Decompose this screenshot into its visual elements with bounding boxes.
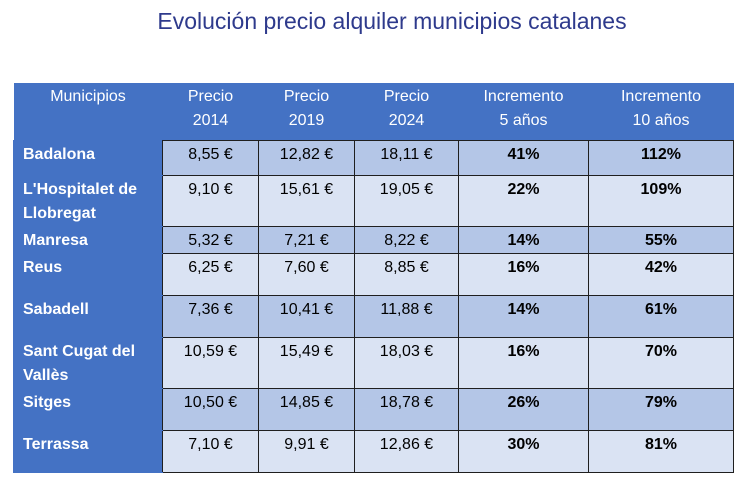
cell-incremento-10: 109% bbox=[588, 175, 734, 227]
cell-incremento-5: 16% bbox=[458, 253, 589, 296]
table-row: Reus 6,25 € 7,60 € 8,85 € 16% 42% bbox=[13, 253, 734, 296]
cell-precio-2019: 15,49 € bbox=[258, 337, 355, 389]
table-header-row: Municipios Precio 2014 Precio 2019 Preci… bbox=[13, 83, 734, 141]
cell-precio-2024: 8,85 € bbox=[354, 253, 459, 296]
header-incremento-5: Incremento 5 años bbox=[458, 83, 589, 141]
table-row: Sitges 10,50 € 14,85 € 18,78 € 26% 79% bbox=[13, 388, 734, 431]
cell-municipio: L'Hospitalet de Llobregat bbox=[13, 175, 163, 227]
header-incremento-10: Incremento 10 años bbox=[588, 83, 734, 141]
cell-incremento-5: 14% bbox=[458, 295, 589, 338]
cell-precio-2019: 15,61 € bbox=[258, 175, 355, 227]
rent-price-table: Municipios Precio 2014 Precio 2019 Preci… bbox=[13, 83, 734, 473]
header-precio-2019: Precio 2019 bbox=[258, 83, 355, 141]
cell-municipio: Badalona bbox=[13, 140, 163, 176]
cell-precio-2014: 7,10 € bbox=[162, 430, 259, 473]
cell-precio-2019: 14,85 € bbox=[258, 388, 355, 431]
cell-precio-2024: 18,03 € bbox=[354, 337, 459, 389]
cell-precio-2024: 19,05 € bbox=[354, 175, 459, 227]
header-municipios: Municipios bbox=[13, 83, 163, 141]
cell-incremento-10: 70% bbox=[588, 337, 734, 389]
cell-incremento-10: 112% bbox=[588, 140, 734, 176]
table-row: L'Hospitalet de Llobregat 9,10 € 15,61 €… bbox=[13, 175, 734, 227]
cell-precio-2014: 8,55 € bbox=[162, 140, 259, 176]
cell-precio-2014: 9,10 € bbox=[162, 175, 259, 227]
cell-precio-2019: 12,82 € bbox=[258, 140, 355, 176]
cell-precio-2019: 9,91 € bbox=[258, 430, 355, 473]
cell-precio-2024: 8,22 € bbox=[354, 226, 459, 254]
cell-precio-2014: 10,59 € bbox=[162, 337, 259, 389]
header-precio-2024: Precio 2024 bbox=[354, 83, 459, 141]
cell-precio-2014: 7,36 € bbox=[162, 295, 259, 338]
cell-precio-2014: 10,50 € bbox=[162, 388, 259, 431]
cell-precio-2024: 12,86 € bbox=[354, 430, 459, 473]
table-row: Terrassa 7,10 € 9,91 € 12,86 € 30% 81% bbox=[13, 430, 734, 473]
header-precio-2014: Precio 2014 bbox=[162, 83, 259, 141]
table-row: Badalona 8,55 € 12,82 € 18,11 € 41% 112% bbox=[13, 140, 734, 176]
cell-precio-2014: 5,32 € bbox=[162, 226, 259, 254]
cell-incremento-5: 26% bbox=[458, 388, 589, 431]
cell-incremento-10: 81% bbox=[588, 430, 734, 473]
cell-incremento-10: 61% bbox=[588, 295, 734, 338]
cell-municipio: Sabadell bbox=[13, 295, 163, 338]
cell-municipio: Terrassa bbox=[13, 430, 163, 473]
table-row: Sant Cugat del Vallès 10,59 € 15,49 € 18… bbox=[13, 337, 734, 389]
cell-incremento-5: 41% bbox=[458, 140, 589, 176]
cell-incremento-5: 22% bbox=[458, 175, 589, 227]
cell-incremento-10: 79% bbox=[588, 388, 734, 431]
cell-municipio: Manresa bbox=[13, 226, 163, 254]
cell-incremento-5: 16% bbox=[458, 337, 589, 389]
cell-incremento-10: 42% bbox=[588, 253, 734, 296]
cell-precio-2024: 11,88 € bbox=[354, 295, 459, 338]
cell-incremento-5: 30% bbox=[458, 430, 589, 473]
cell-precio-2019: 7,60 € bbox=[258, 253, 355, 296]
cell-municipio: Reus bbox=[13, 253, 163, 296]
cell-incremento-5: 14% bbox=[458, 226, 589, 254]
cell-municipio: Sant Cugat del Vallès bbox=[13, 337, 163, 389]
page-title: Evolución precio alquiler municipios cat… bbox=[157, 8, 627, 34]
cell-precio-2024: 18,78 € bbox=[354, 388, 459, 431]
cell-precio-2019: 7,21 € bbox=[258, 226, 355, 254]
table-row: Sabadell 7,36 € 10,41 € 11,88 € 14% 61% bbox=[13, 295, 734, 338]
cell-precio-2019: 10,41 € bbox=[258, 295, 355, 338]
cell-municipio: Sitges bbox=[13, 388, 163, 431]
cell-incremento-10: 55% bbox=[588, 226, 734, 254]
table-row: Manresa 5,32 € 7,21 € 8,22 € 14% 55% bbox=[13, 226, 734, 254]
cell-precio-2024: 18,11 € bbox=[354, 140, 459, 176]
cell-precio-2014: 6,25 € bbox=[162, 253, 259, 296]
